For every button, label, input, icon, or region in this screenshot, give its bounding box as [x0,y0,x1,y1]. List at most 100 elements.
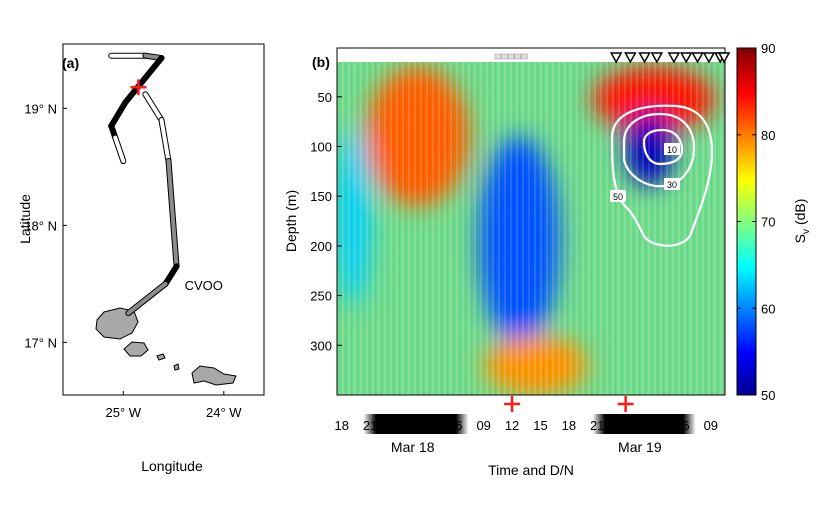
triangle-marker [702,52,716,64]
depth-tick-label: 150 [310,189,332,204]
date-label: Mar 18 [391,439,435,455]
depth-tick-label: 100 [310,139,332,154]
colorbar: 50 60 70 80 90 Sv (dB) [736,41,812,403]
depth-tick-label: 300 [310,338,332,353]
map-panel-label: (a) [62,55,79,71]
contour-labels: 10 30 50 [610,143,680,202]
track-segment [109,100,128,128]
map-panel: (a) 25° W 24° W 19° N 18° N 17° N CVOO Latit… [17,43,265,474]
colorbar-ticks: 50 60 70 80 90 [737,41,775,403]
triangle-marker [679,52,693,64]
triangle-marker [691,52,704,64]
echogram-texture [337,62,725,395]
colorbar-tick-label: 50 [761,388,775,403]
time-tick-label: 12 [505,418,519,433]
depth-ticks: 50 100 150 200 250 300 [310,90,342,353]
time-tick-label: 00 [391,418,405,433]
echogram-panel: (b) 10 30 50 50 100 150 200 250 300 18 21 00 03 06 0… [283,47,731,478]
map-ylabel: Latitude [17,194,33,244]
triangle-markers [609,52,731,64]
cruise-track-south [125,91,180,317]
colorbar-tick-label: 60 [761,301,775,316]
contour-label: 30 [667,180,677,190]
contour-line-30 [622,112,696,188]
colorbar-tick-label: 80 [761,128,775,143]
station-marker-cross [130,79,147,96]
time-tick-label: 21 [363,418,377,433]
triangle-marker [667,52,681,64]
cape-verde-islands [95,307,237,386]
red-cross-markers [504,396,634,412]
track-segment [159,118,171,163]
track-segment [163,264,179,286]
contour-label-box [610,190,626,202]
contour-label-box [664,178,680,190]
colorbar-title-subscript: v [801,229,812,234]
small-marker [514,53,522,60]
time-tick-label: 21 [590,418,604,433]
map-ytick-label: 19° N [24,101,57,116]
colorbar-tick-label: 90 [761,41,775,56]
station-label: CVOO [185,278,223,293]
date-label: Mar 19 [618,439,662,455]
contour-line-50 [610,104,714,247]
echogram-ylabel: Depth (m) [283,190,299,252]
date-labels: Mar 18 Mar 19 [391,439,662,455]
night-band [592,414,696,434]
contour-label: 10 [667,145,677,155]
echogram-top-strip [337,48,725,62]
island-shape [123,341,149,357]
island-shape [173,363,180,371]
track-segment [123,56,164,105]
echogram-panel-label: (b) [312,54,330,70]
sv-contours [610,104,714,247]
night-bands [363,414,696,434]
time-tick-label: 06 [448,418,462,433]
contour-label: 50 [613,192,623,202]
map-xlabel: Longitude [141,458,203,474]
map-ytick-label: 18° N [24,218,57,233]
colorbar-tick-label: 70 [761,215,775,230]
colorbar-title-symbol: S [792,234,808,243]
echogram-frame [336,47,726,396]
triangle-marker [650,52,664,64]
night-band [363,414,469,434]
cruise-track [108,52,165,164]
time-tick-label: 18 [334,418,348,433]
contour-line-10 [642,128,684,166]
map-ticks: 25° W 24° W 19° N 18° N 17° N [24,101,242,420]
triangle-marker [624,52,637,64]
time-ticks: 18 21 00 03 06 09 12 15 18 21 00 03 06 09 [334,418,718,433]
small-marker [494,53,502,60]
depth-tick-label: 200 [310,239,332,254]
colorbar-title: Sv (dB) [792,199,812,244]
colorbar-title-unit: (dB) [792,199,808,225]
track-segment [113,135,126,163]
track-segment [126,281,168,316]
small-markers [494,53,528,60]
small-marker [501,53,508,60]
echogram-xlabel: Time and D/N [488,462,574,478]
triangle-marker [717,52,731,64]
time-tick-label: 09 [704,418,718,433]
map-frame [62,43,265,396]
track-segment [166,159,179,269]
contour-label-box [664,143,680,155]
depth-tick-label: 50 [318,90,332,105]
time-tick-label: 18 [562,418,576,433]
island-shape [191,365,237,386]
track-segment [143,92,164,123]
depth-tick-label: 250 [310,289,332,304]
map-ytick-label: 17° N [24,335,57,350]
time-tick-label: 03 [420,418,434,433]
time-tick-label: 15 [533,418,547,433]
triangle-marker [638,52,651,64]
small-marker [507,53,515,60]
map-xtick-label: 24° W [206,405,242,420]
island-shape [156,353,166,361]
small-marker [521,53,528,60]
time-tick-label: 09 [476,418,490,433]
triangle-marker [609,52,623,64]
time-tick-label: 06 [675,418,689,433]
